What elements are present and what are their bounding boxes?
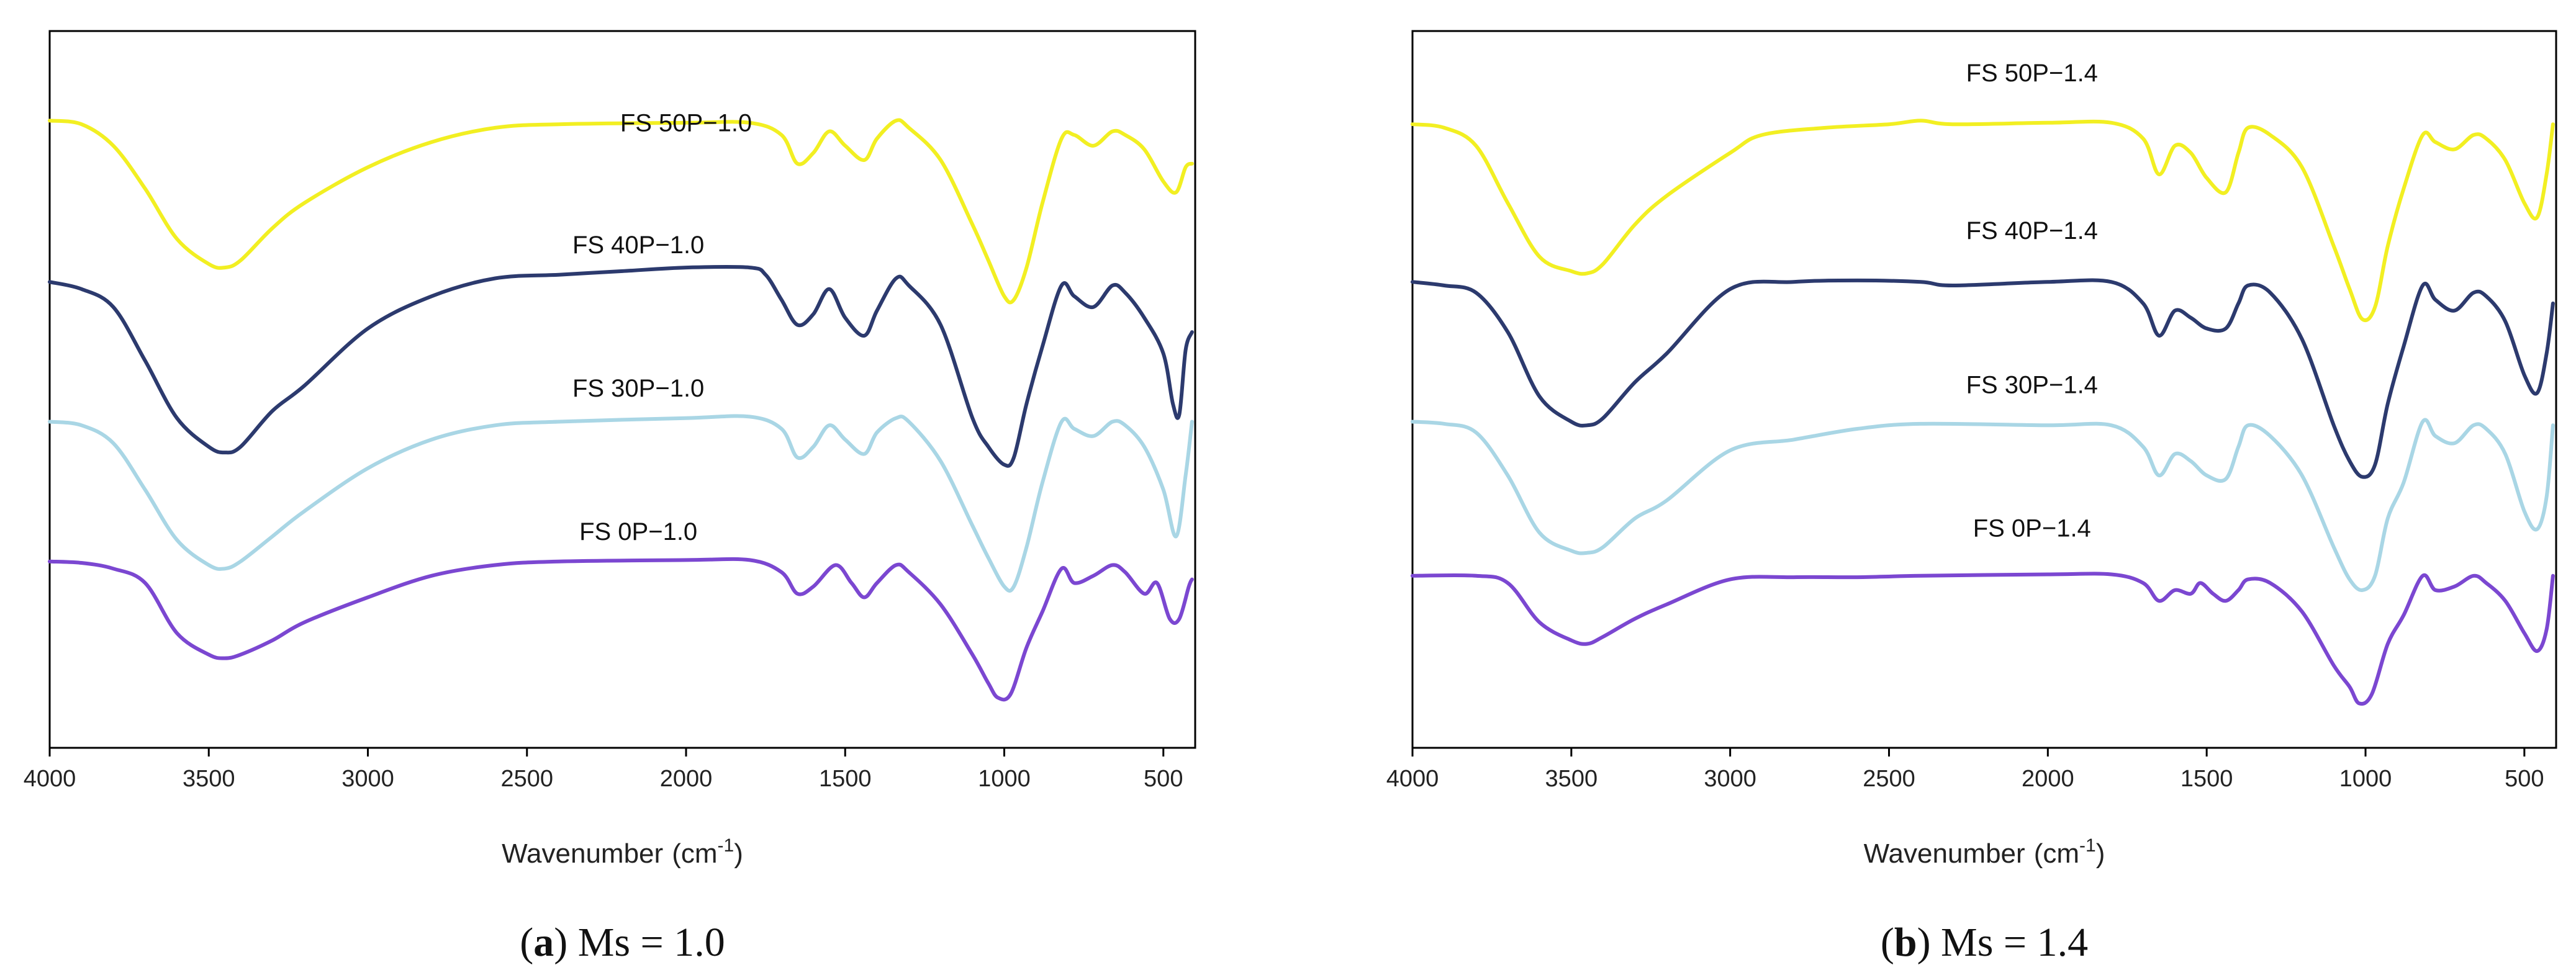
series-line-4 [48, 557, 1194, 702]
caption-open-paren: ( [1881, 920, 1894, 965]
caption-text: Ms = 1.4 [1941, 920, 2088, 965]
x-tick-label: 3500 [183, 766, 235, 792]
x-axis-unit-superscript: -1 [2079, 835, 2096, 856]
x-axis-label: Wavenumber (cm-1) [502, 835, 743, 869]
x-axis-unit-close: ) [734, 838, 743, 869]
series-line-4 [1411, 572, 2555, 706]
x-tick-label: 2000 [660, 766, 713, 792]
x-axis-label: Wavenumber (cm-1) [1864, 835, 2105, 869]
x-tick-label: 3500 [1545, 766, 1598, 792]
x-tick-label: 500 [2505, 766, 2544, 792]
caption-close-paren: ) [1917, 920, 1941, 965]
series-label-1: FS 50P−1.4 [1966, 60, 2098, 87]
x-axis-unit-close: ) [2096, 838, 2105, 869]
panel-a-ms-1-0: 4000 3500 3000 2500 2000 1500 1000 500 Wavenumbe… [24, 30, 1196, 965]
series-label-4: FS 0P−1.4 [1973, 514, 2091, 542]
x-tick-label: 1000 [2339, 766, 2392, 792]
series-label-2: FS 40P−1.4 [1966, 217, 2098, 245]
x-tick-label: 500 [1144, 766, 1183, 792]
series-label-3: FS 30P−1.4 [1966, 371, 2098, 398]
series-line-3 [48, 414, 1194, 593]
plot-frame [1411, 30, 2557, 749]
series-line-1 [48, 118, 1194, 305]
series-label-4: FS 0P−1.0 [579, 518, 697, 546]
panel-letter: b [1894, 920, 1917, 965]
panel-caption: (a) Ms = 1.0 [520, 920, 725, 965]
x-tick-label: 2000 [2022, 766, 2074, 792]
x-axis-unit: (cm [2034, 838, 2079, 869]
x-axis-unit-superscript: -1 [718, 835, 734, 856]
caption-close-paren: ) [554, 920, 577, 965]
x-axis-label-text: Wavenumber [502, 838, 663, 869]
panel-caption: (b) Ms = 1.4 [1881, 920, 2088, 965]
series-line-2 [1411, 278, 2555, 479]
series-line-3 [1411, 418, 2555, 592]
series-label-3: FS 30P−1.0 [572, 375, 704, 402]
x-axis-unit: (cm [672, 838, 717, 869]
caption-text: Ms = 1.0 [578, 920, 725, 965]
x-tick-label: 3000 [1704, 766, 1756, 792]
panel-letter: a [533, 920, 554, 965]
x-tick-label: 1500 [2181, 766, 2233, 792]
series-line-1 [1411, 119, 2555, 322]
caption-open-paren: ( [520, 920, 533, 965]
panel-b-ms-1-4: 4000 3500 3000 2500 2000 1500 1000 500 Wavenumbe… [1386, 30, 2557, 965]
series-label-2: FS 40P−1.0 [572, 231, 704, 259]
plot-frame [48, 30, 1196, 749]
series-line-2 [48, 265, 1194, 468]
x-tick-label: 2500 [1863, 766, 1915, 792]
x-tick-label: 1500 [819, 766, 872, 792]
x-tick-label: 4000 [24, 766, 76, 792]
series-label-1: FS 50P−1.0 [620, 110, 752, 137]
x-tick-label: 3000 [341, 766, 394, 792]
x-tick-label: 4000 [1386, 766, 1439, 792]
x-axis-label-text: Wavenumber [1864, 838, 2025, 869]
x-tick-label: 2500 [500, 766, 553, 792]
x-tick-label: 1000 [978, 766, 1031, 792]
